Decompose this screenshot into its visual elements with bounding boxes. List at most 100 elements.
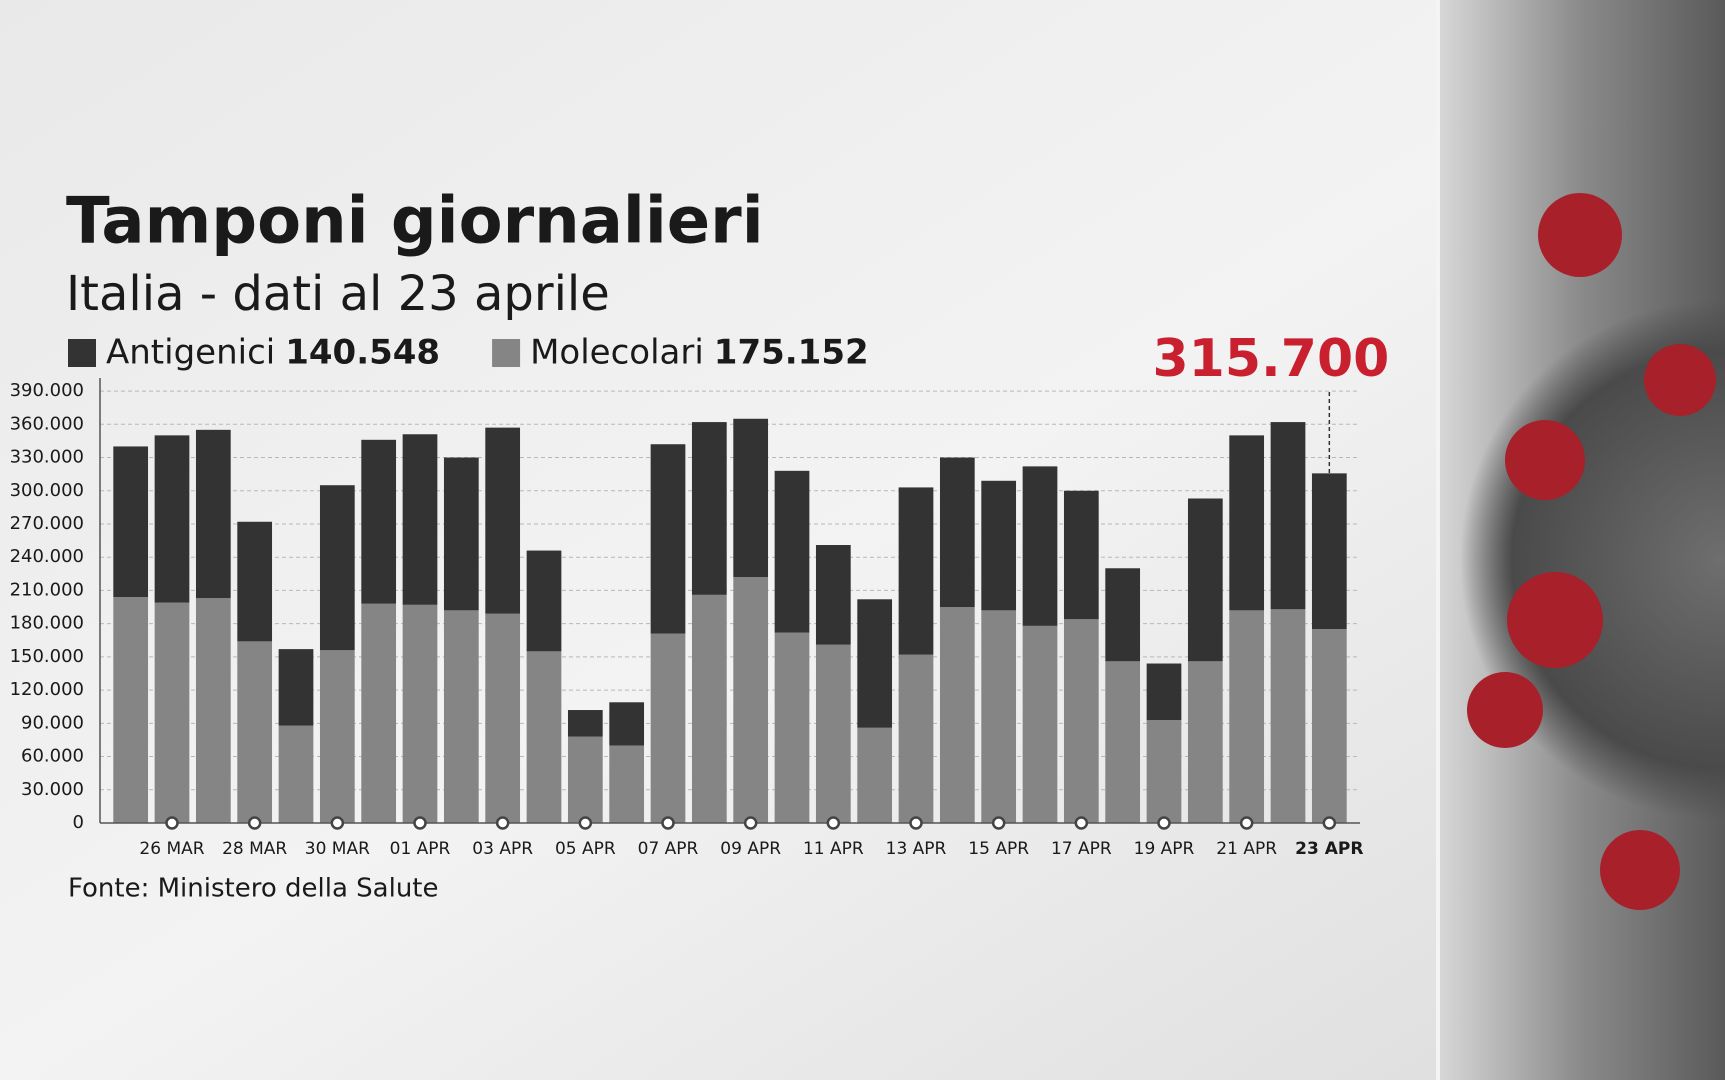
spike	[1505, 420, 1585, 500]
legend-label: Antigenici	[106, 333, 275, 373]
bar-segment	[1063, 490, 1099, 620]
bar-segment	[774, 632, 810, 823]
spike	[1507, 572, 1603, 668]
legend-value: 175.152	[714, 333, 869, 373]
spike	[1467, 672, 1543, 748]
bar-segment	[774, 470, 810, 633]
bar-segment	[237, 641, 273, 823]
x-tick-label: 07 APR	[638, 839, 699, 859]
bar-segment	[278, 725, 314, 823]
y-tick-label: 360.000	[10, 413, 84, 434]
y-tick-label: 270.000	[10, 513, 84, 534]
bar-segment	[981, 610, 1017, 823]
bar-segment	[609, 702, 645, 746]
bar-segment	[113, 446, 149, 598]
y-tick-label: 90.000	[21, 712, 84, 733]
bar-segment	[815, 545, 851, 645]
bar-segment	[402, 604, 438, 823]
bar-segment	[485, 613, 521, 823]
y-tick-label: 300.000	[10, 480, 84, 501]
bar-segment	[691, 422, 727, 595]
bar-segment	[361, 439, 397, 604]
x-tick-label: 13 APR	[886, 839, 947, 859]
x-tick-dot	[661, 816, 675, 830]
bar-segment	[609, 745, 645, 823]
bar-segment	[691, 594, 727, 823]
bar-segment	[857, 727, 893, 823]
bar-segment	[567, 736, 603, 823]
legend-swatch	[492, 339, 521, 367]
bar-segment	[567, 710, 603, 737]
y-tick-label: 150.000	[10, 646, 84, 667]
bar-segment	[526, 550, 562, 652]
x-tick-dot	[909, 816, 923, 830]
x-tick-label: 28 MAR	[222, 839, 287, 859]
x-tick-dot	[165, 816, 179, 830]
bar-segment	[154, 435, 190, 603]
bar-segment	[1270, 609, 1306, 823]
bar-segment	[650, 444, 686, 634]
bar-segment	[154, 602, 190, 823]
bar-segment	[195, 598, 231, 823]
bar-segment	[1105, 661, 1141, 823]
x-tick-label: 01 APR	[390, 839, 451, 859]
x-tick-label: 17 APR	[1051, 839, 1112, 859]
bar-segment	[1187, 661, 1223, 823]
spike	[1538, 193, 1622, 277]
x-tick-dot	[578, 816, 593, 830]
x-tick-label: 05 APR	[555, 839, 616, 859]
bar-segment	[402, 434, 438, 605]
y-tick-label: 240.000	[10, 546, 84, 567]
x-tick-dot	[743, 816, 758, 830]
x-tick-label: 26 MAR	[139, 839, 204, 859]
x-tick-dot	[1157, 816, 1171, 830]
bar-segment	[319, 650, 355, 823]
bar-segment	[278, 649, 314, 726]
bar-segment	[361, 603, 397, 823]
x-tick-label: 15 APR	[968, 839, 1029, 859]
bar-segment	[1311, 473, 1347, 630]
x-tick-label: 23 APR	[1295, 839, 1363, 859]
legend-label: Molecolari	[530, 333, 704, 373]
bar-segment	[815, 644, 851, 823]
bar-segment	[195, 429, 231, 599]
bar-segment	[1311, 629, 1347, 823]
bar-segment	[898, 487, 934, 655]
bar-segment	[857, 599, 893, 728]
bar-segment	[939, 607, 975, 823]
source: Fonte: Ministero della Salute	[68, 874, 439, 904]
bar-segment	[1063, 619, 1099, 823]
x-tick-label: 30 MAR	[305, 839, 370, 859]
x-tick-label: 19 APR	[1134, 839, 1195, 859]
x-tick-dot	[330, 816, 345, 830]
x-tick-dot	[1074, 816, 1089, 830]
y-tick-label: 0	[73, 812, 84, 833]
x-tick-label: 21 APR	[1216, 839, 1277, 859]
virus-spikes	[1467, 193, 1716, 910]
x-tick-dot	[1239, 816, 1254, 830]
bar-segment	[1146, 720, 1182, 823]
bar-segment	[237, 521, 273, 642]
bar-segment	[443, 457, 479, 611]
bar-segment	[1270, 422, 1306, 610]
bar-segment	[1187, 498, 1223, 662]
bar-segment	[319, 485, 355, 651]
x-tick-dot	[991, 816, 1006, 830]
x-tick-dot	[1322, 816, 1337, 830]
bar-segment	[526, 651, 562, 823]
spike	[1600, 830, 1680, 910]
y-tick-label: 30.000	[21, 779, 84, 800]
y-tick-label: 210.000	[10, 579, 84, 600]
bar-segment	[1229, 610, 1265, 823]
bar-segment	[939, 457, 975, 608]
bar-segment	[1022, 466, 1058, 626]
legend-swatch	[68, 339, 96, 367]
bar-segment	[981, 480, 1017, 611]
chart-title: Tamponi giornalieri	[66, 185, 764, 259]
bar-segment	[1229, 435, 1265, 611]
bar-segment	[443, 610, 479, 823]
x-tick-label: 09 APR	[720, 839, 781, 859]
spike	[1644, 344, 1716, 416]
